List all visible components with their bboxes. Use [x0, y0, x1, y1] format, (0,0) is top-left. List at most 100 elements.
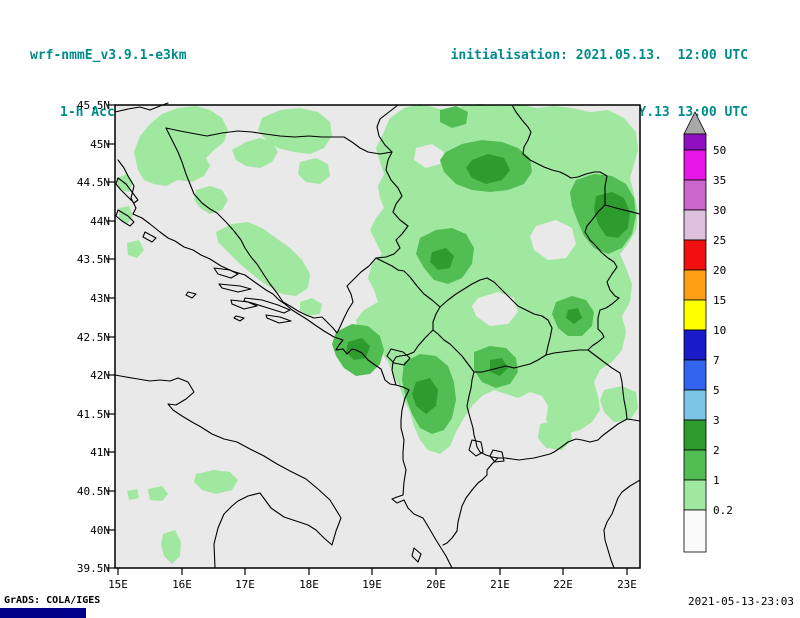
- border-serbia-romania: [511, 104, 608, 206]
- colorbar-segment: [683, 449, 707, 481]
- lake-ohrid-outline: [468, 439, 484, 457]
- precip-blob: [466, 154, 510, 184]
- precip-blob: [127, 489, 139, 500]
- colorbar-label: 25: [713, 234, 726, 247]
- lat-tick-label: 42.5N: [77, 331, 110, 344]
- colorbar-label: 20: [713, 264, 726, 277]
- lat-tick-label: 44N: [90, 215, 110, 228]
- border-serbia-bulgaria: [584, 204, 620, 351]
- precip-blob: [538, 420, 572, 450]
- adriatic-east-coast-path: [117, 159, 453, 569]
- precip-blob: [194, 186, 228, 214]
- lon-tick-label: 15E: [108, 578, 128, 591]
- island-outline: [218, 283, 252, 293]
- axis-ticks: [107, 104, 628, 575]
- colorbar-segment: [683, 419, 707, 451]
- colorbar-label: 35: [713, 174, 726, 187]
- lon-tick-label: 20E: [426, 578, 446, 591]
- colorbar-label: 2: [713, 444, 720, 457]
- lon-tick-label: 17E: [235, 578, 255, 591]
- lat-tick-label: 40N: [90, 524, 110, 537]
- lon-tick-label: 21E: [490, 578, 510, 591]
- precip-blob: [216, 222, 310, 296]
- precip-blob: [300, 298, 322, 316]
- lat-tick-label: 41.5N: [77, 408, 110, 421]
- lat-tick-label: 43.5N: [77, 253, 110, 266]
- colorbar-segment: [683, 149, 707, 181]
- lat-tick-label: 41N: [90, 446, 110, 459]
- colorbar-segment: [683, 479, 707, 511]
- border-kosovo-macedonia: [473, 354, 547, 373]
- lon-tick-label: 23E: [617, 578, 637, 591]
- colorbar-label: 5: [713, 384, 720, 397]
- country-borders: [114, 102, 641, 546]
- lat-tick-label: 42N: [90, 369, 110, 382]
- island-outline: [115, 209, 135, 227]
- colorbar-segment: [683, 509, 707, 553]
- border-romania-bulgaria: [604, 204, 641, 215]
- colorbar-segment: [683, 299, 707, 331]
- precip-blob: [148, 486, 168, 501]
- precip-blob: [490, 358, 508, 376]
- coastlines: [114, 159, 641, 569]
- border-bosnia-serbia-drina: [375, 151, 409, 259]
- precip-layer-dark: [346, 154, 630, 414]
- lat-tick-label: 40.5N: [77, 485, 110, 498]
- border-bulgaria-greece: [626, 418, 641, 422]
- colorbar-segment: [683, 209, 707, 241]
- lon-tick-label: 19E: [362, 578, 382, 591]
- initialisation-time: initialisation: 2021.05.13. 12:00 UTC: [450, 48, 748, 63]
- colorbar-segment: [683, 133, 707, 151]
- island-outline: [213, 267, 239, 279]
- lake-skadar-outline: [386, 348, 411, 366]
- island-outline: [411, 547, 422, 563]
- bottom-accent-bar: [0, 608, 86, 618]
- lon-tick-label: 16E: [172, 578, 192, 591]
- latitude-axis-labels: 45.5N 45N 44.5N 44N 43.5N 43N 42.5N 42N …: [77, 99, 110, 575]
- creation-timestamp: 2021-05-13-23:03: [688, 595, 794, 608]
- precip-blob: [134, 106, 228, 186]
- border-montenegro-kosovo: [432, 306, 441, 331]
- precip-blob: [127, 240, 144, 258]
- grads-attribution: GrADS: COLA/IGES: [4, 595, 101, 606]
- border-macedonia-greece: [497, 418, 628, 461]
- lon-tick-label: 18E: [299, 578, 319, 591]
- border-macedonia-bulgaria: [587, 349, 628, 420]
- border-croatia-serbia: [376, 104, 399, 153]
- island-outline: [233, 315, 245, 322]
- colorbar-label: 1: [713, 474, 720, 487]
- italy-coast-path: [114, 374, 342, 569]
- lat-tick-label: 43N: [90, 292, 110, 305]
- island-outline: [142, 231, 157, 243]
- colorbar-segment: [683, 269, 707, 301]
- colorbar-label: 7: [713, 354, 720, 367]
- border-montenegro-serbia: [375, 257, 441, 308]
- border-montenegro-albania: [391, 329, 434, 386]
- border-bosnia-west: [165, 127, 338, 334]
- colorbar-label: 15: [713, 294, 726, 307]
- precip-blob: [594, 192, 630, 238]
- border-kosovo-albania: [432, 329, 475, 373]
- border-albania-macedonia: [466, 371, 499, 459]
- precip-blob: [161, 530, 181, 564]
- lat-tick-label: 45N: [90, 138, 110, 151]
- island-outline: [115, 177, 139, 204]
- model-title: wrf-nmmE_v3.9.1-e3km: [30, 48, 187, 63]
- border-albania-greece: [442, 457, 499, 546]
- island-outline: [265, 314, 292, 324]
- colorbar: 50 35 30 25 20 15 10 7 5 3 2 1 0.2: [683, 111, 733, 553]
- colorbar-segment: [683, 359, 707, 391]
- colorbar-segment: [683, 239, 707, 271]
- lat-tick-label: 45.5N: [77, 99, 110, 112]
- colorbar-label: 10: [713, 324, 726, 337]
- border-serbia-macedonia: [545, 349, 589, 356]
- colorbar-label: 3: [713, 414, 720, 427]
- colorbar-overflow-arrow: [683, 111, 707, 135]
- longitude-axis-labels: 15E 16E 17E 18E 19E 20E 21E 22E 23E: [108, 578, 637, 591]
- precip-blob: [232, 138, 278, 168]
- colorbar-segment: [683, 179, 707, 211]
- border-bosnia-montenegro: [336, 257, 377, 334]
- colorbar-segment: [683, 329, 707, 361]
- border-kosovo-serbia: [439, 277, 553, 356]
